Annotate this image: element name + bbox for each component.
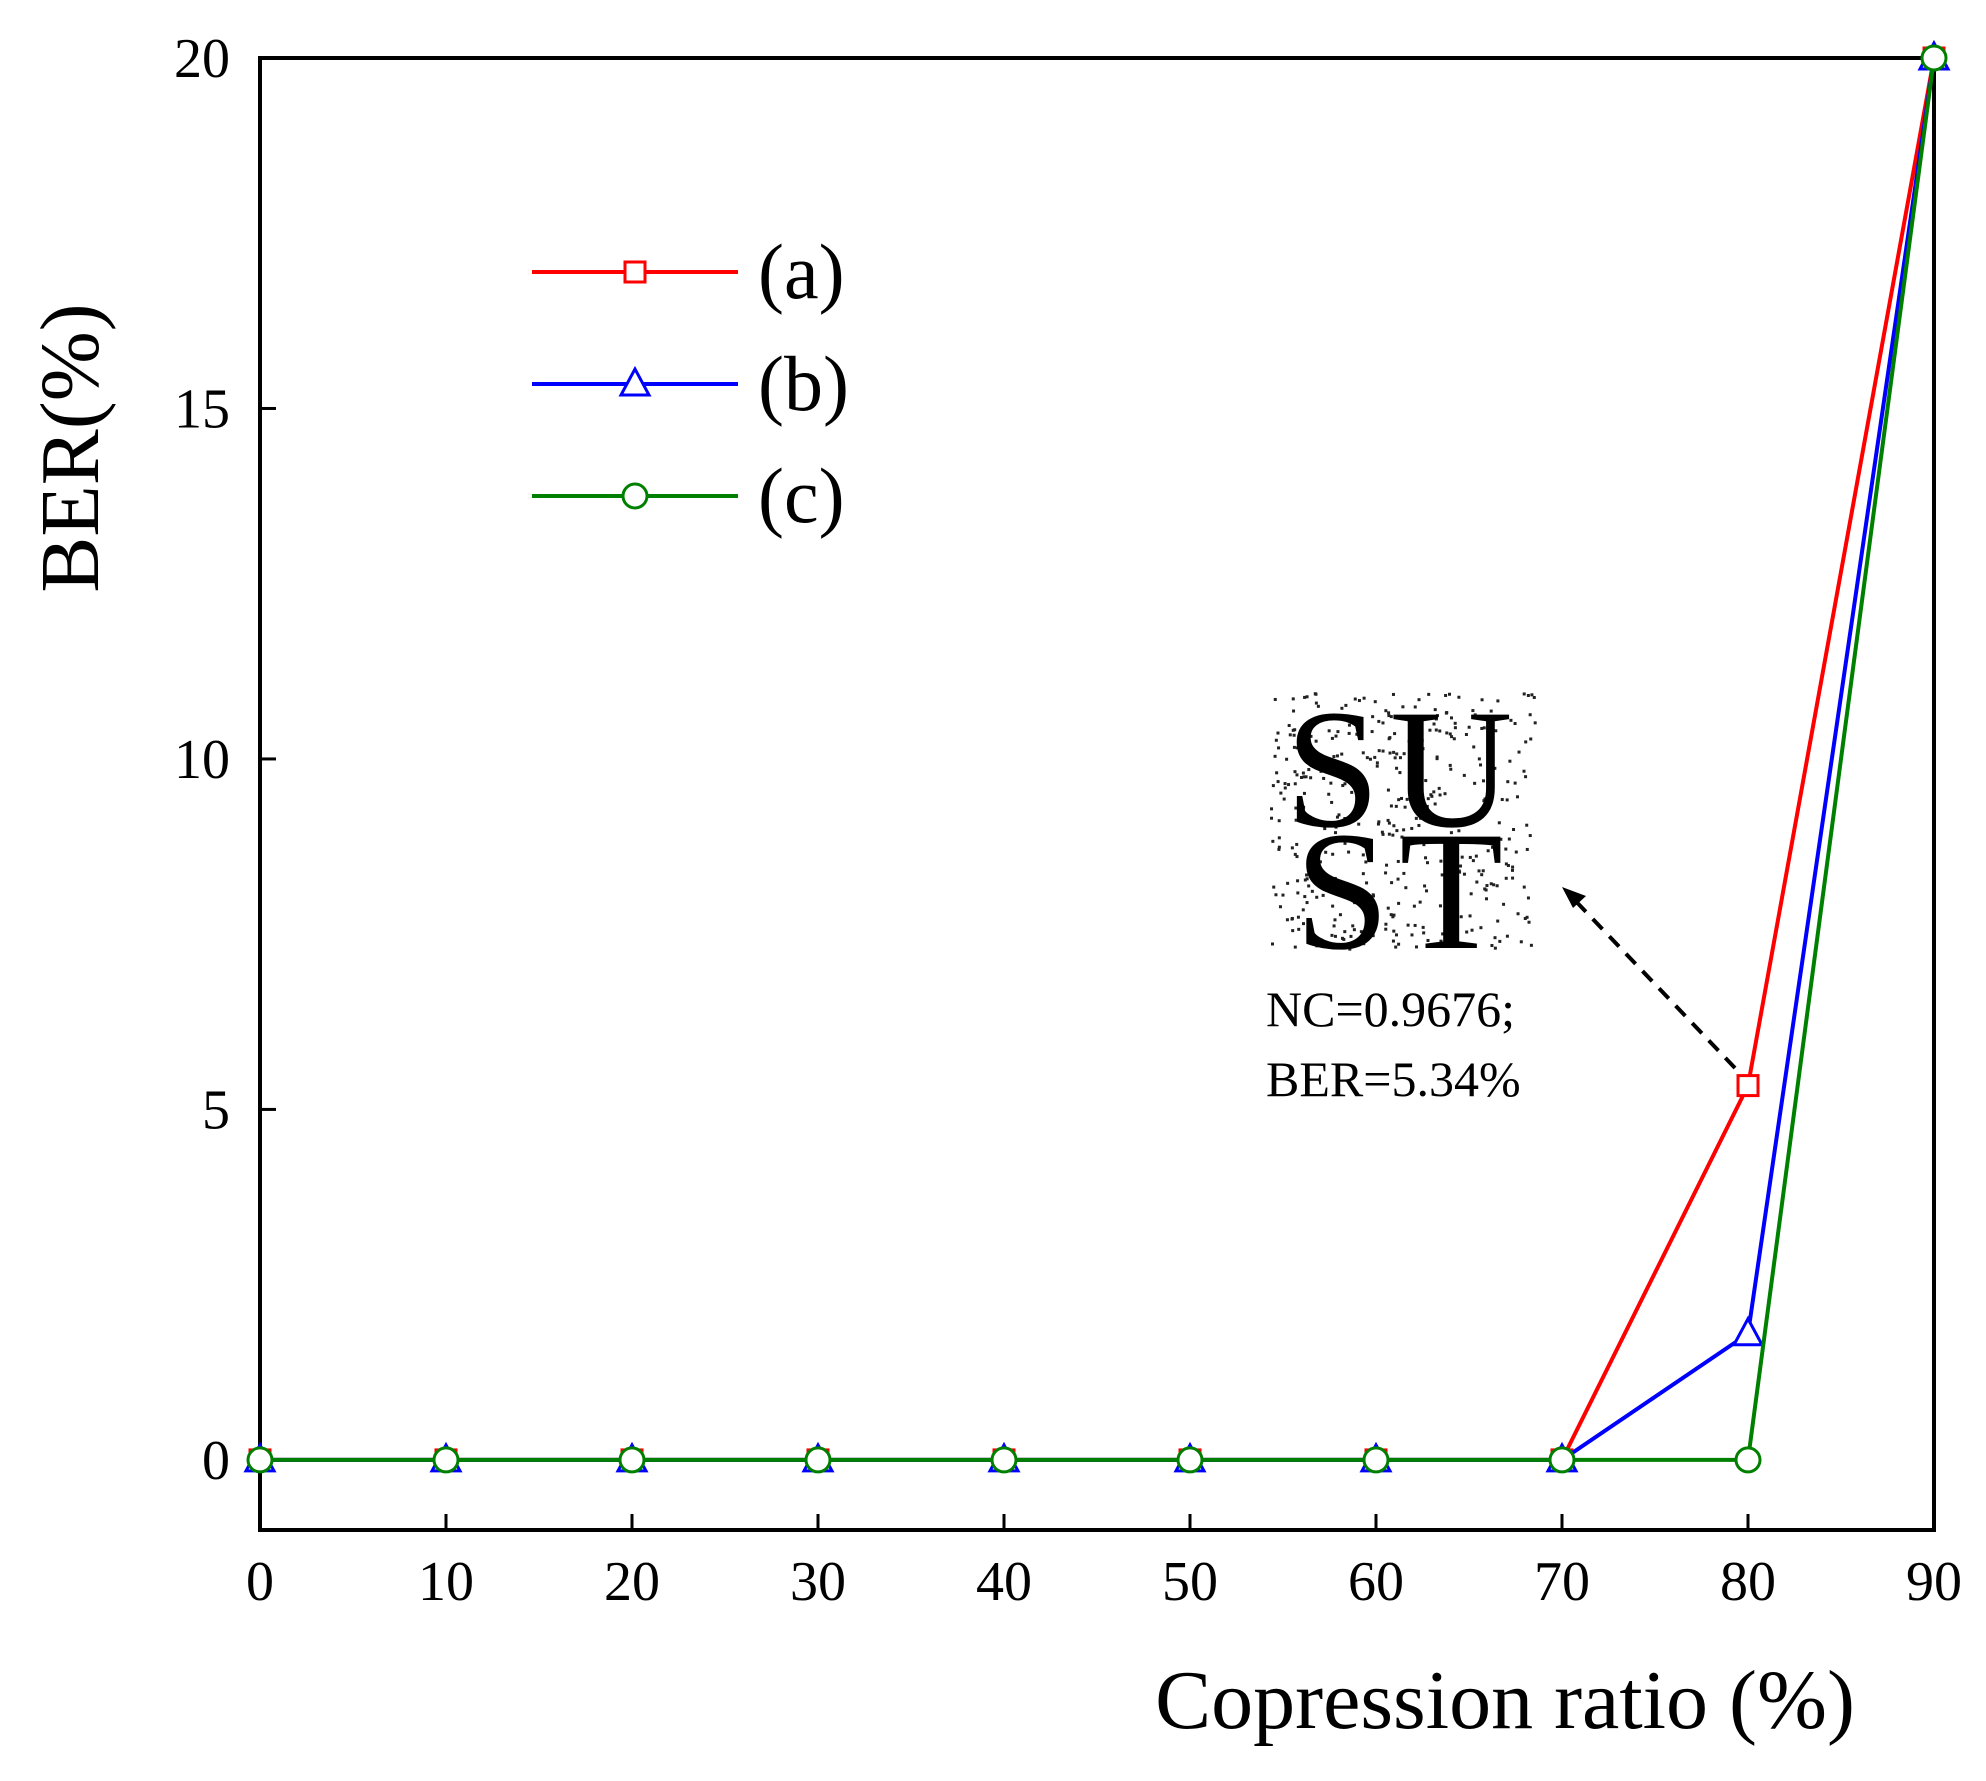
watermark-inset-image: SU ST [1268, 675, 1540, 985]
series-1 [243, 39, 1951, 1473]
x-axis-title: Copression ratio (%) [1155, 1654, 1855, 1747]
x-tick-label: 70 [1534, 1551, 1590, 1613]
y-axis-title: BER(%) [24, 303, 117, 592]
series-2 [246, 44, 1948, 1474]
legend-marker [621, 482, 649, 510]
x-tick-label: 80 [1720, 1551, 1776, 1613]
legend-item: (a) [532, 228, 845, 315]
data-point [1362, 1446, 1390, 1474]
data-point [618, 1446, 646, 1474]
series-group [243, 39, 1951, 1474]
data-point [1920, 44, 1948, 72]
annotation-arrow [1566, 891, 1737, 1070]
legend-label: (b) [758, 340, 849, 427]
y-tick-label: 10 [174, 729, 230, 791]
data-point [432, 1446, 460, 1474]
legend-item: (c) [532, 452, 845, 539]
series-0 [248, 46, 1946, 1472]
annotation-arrowhead [1562, 887, 1586, 908]
x-tick-label: 20 [604, 1551, 660, 1613]
plot-frame [258, 56, 1936, 1532]
x-tick-label: 0 [246, 1551, 274, 1613]
x-tick-label: 30 [790, 1551, 846, 1613]
svg-text:ST: ST [1295, 797, 1513, 985]
y-tick-label: 15 [174, 378, 230, 440]
data-point [1176, 1446, 1204, 1474]
y-tick-label: 20 [174, 28, 230, 90]
series-line [260, 57, 1936, 1462]
legend-label: (a) [758, 228, 845, 315]
annotation-nc-text: NC=0.9676; [1266, 981, 1515, 1037]
x-tick-label: 50 [1162, 1551, 1218, 1613]
data-point [990, 1446, 1018, 1474]
annotation: SU ST NC=0.9676; BER=5.34% [1266, 675, 1737, 1107]
legend-marker [618, 365, 652, 397]
x-tick-label: 10 [418, 1551, 474, 1613]
annotation-ber-text: BER=5.34% [1266, 1051, 1521, 1107]
x-tick-label: 90 [1906, 1551, 1962, 1613]
x-tick-label: 40 [976, 1551, 1032, 1613]
legend: (a) (b) (c) [532, 228, 849, 539]
legend-label: (c) [758, 452, 845, 539]
legend-item: (b) [532, 340, 849, 427]
y-tick-label: 0 [202, 1430, 230, 1492]
data-point [246, 1446, 274, 1474]
axes: 0 10 20 30 40 50 60 70 80 90 0 5 10 15 20 [174, 28, 1962, 1613]
series-line [260, 57, 1936, 1462]
data-point [804, 1446, 832, 1474]
series-line [260, 57, 1936, 1462]
y-tick-label: 5 [202, 1079, 230, 1141]
data-point [1548, 1446, 1576, 1474]
data-point [1734, 1446, 1762, 1474]
data-point [1736, 1074, 1760, 1098]
x-tick-label: 60 [1348, 1551, 1404, 1613]
legend-marker [623, 260, 647, 284]
data-point [1731, 1315, 1765, 1347]
svg-text:SU: SU [1285, 675, 1522, 863]
